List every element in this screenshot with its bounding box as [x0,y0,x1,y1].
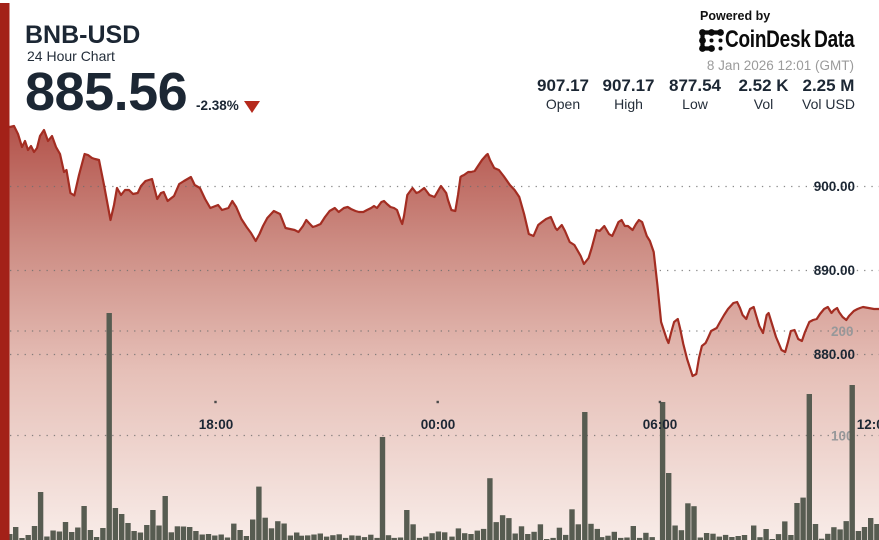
svg-text:200: 200 [831,324,854,339]
svg-text:100: 100 [831,429,854,444]
